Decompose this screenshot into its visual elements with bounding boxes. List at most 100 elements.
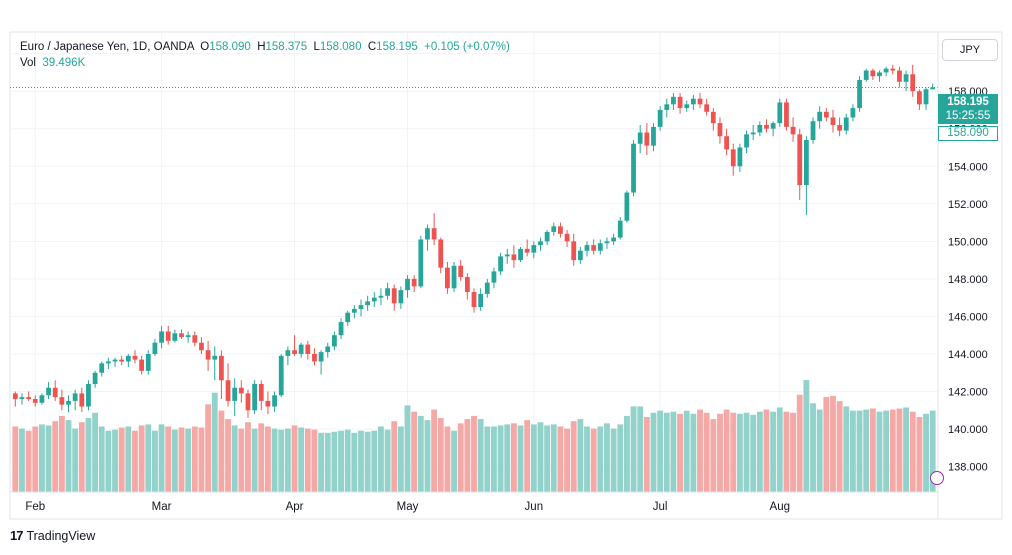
candle-body (511, 254, 517, 261)
price-tick-label: 154.000 (948, 161, 988, 173)
volume-bar (38, 424, 45, 492)
volume-bar (218, 410, 225, 492)
volume-bar (836, 401, 843, 492)
candle-body (92, 372, 98, 385)
candle-body (830, 117, 836, 125)
month-tick-label: Jul (653, 501, 668, 513)
volume-bar (756, 411, 763, 492)
volume-bar (358, 430, 364, 492)
volume-bar (245, 422, 251, 492)
candle-body (617, 220, 623, 238)
volume-bar (98, 426, 105, 492)
candle-body (737, 147, 743, 167)
candle-body (657, 109, 663, 127)
candle-body (644, 132, 650, 146)
candle-body (637, 132, 643, 144)
month-tick-label: May (397, 501, 419, 513)
volume-bar (823, 396, 830, 492)
volume-bar (265, 426, 271, 492)
month-tick-label: Feb (25, 501, 45, 513)
candle-body (19, 397, 25, 400)
candle-body (850, 108, 856, 118)
volume-bar (564, 428, 570, 492)
volume-bar (431, 409, 438, 492)
volume-bar (378, 426, 384, 492)
volume-bar (457, 423, 464, 492)
volume-bar (524, 420, 531, 492)
volume-bar (371, 430, 378, 492)
candle-body (810, 121, 816, 140)
tradingview-logo-icon: 17 (10, 528, 24, 543)
candle-body (744, 134, 749, 148)
candle-body (238, 387, 244, 394)
candle-body (219, 355, 224, 381)
footer-brand[interactable]: 17 TradingView (10, 528, 95, 543)
candle-body (272, 395, 277, 407)
candle-body (32, 399, 38, 403)
volume-bar (643, 416, 650, 492)
circle-icon[interactable] (930, 471, 944, 485)
candle-body (365, 301, 371, 306)
price-tick-label: 144.000 (948, 349, 988, 361)
month-tick-label: Mar (152, 501, 172, 513)
volume-bar (623, 415, 630, 492)
candle-body (923, 89, 929, 105)
volume-bar (491, 426, 497, 492)
candle-body (72, 393, 78, 401)
candle-body (132, 355, 138, 360)
symbol-title[interactable]: Euro / Japanese Yen, 1D, OANDA (20, 41, 194, 53)
volume-bar (238, 428, 245, 492)
volume-bar (736, 413, 743, 492)
close-label: C (367, 41, 377, 53)
candle-body (265, 400, 271, 407)
month-tick-label: Apr (286, 501, 304, 513)
volume-bar (191, 426, 198, 492)
candle-body (345, 312, 351, 323)
candle-body (12, 393, 18, 400)
volume-bar (444, 426, 451, 492)
volume-bar (304, 428, 311, 492)
candle-body (797, 134, 803, 186)
candle-body (724, 136, 729, 150)
price-tick-label: 150.000 (948, 236, 988, 248)
candle-body (916, 91, 922, 105)
currency-button[interactable]: JPY (942, 39, 998, 61)
price-tick-label: 138.000 (948, 462, 988, 474)
candle-body (890, 68, 896, 71)
volume-bar (843, 406, 850, 492)
candle-body (212, 355, 218, 360)
candle-body (504, 254, 510, 257)
price-tick-label: 152.000 (948, 199, 988, 211)
candle-body (405, 278, 410, 291)
candle-body (524, 248, 530, 253)
candle-body (651, 126, 656, 146)
candle-body (199, 342, 204, 351)
candle-body (86, 384, 91, 407)
volume-bar (510, 423, 517, 492)
candle-body (258, 384, 264, 401)
volume-bar (32, 426, 39, 492)
candles (12, 64, 936, 418)
candle-body (458, 265, 464, 278)
volume-bar (211, 392, 218, 492)
high-label: H (257, 41, 266, 53)
volume-bar (298, 427, 305, 492)
volume-label: Vol (20, 57, 36, 69)
time-axis[interactable]: Feb Mar Apr May Jun Jul Aug (25, 501, 790, 513)
month-tick-label: Jun (525, 501, 544, 513)
volume-bar (437, 418, 444, 492)
volume-bar (637, 406, 644, 492)
volume-bar (597, 426, 604, 492)
volume-bar (577, 419, 584, 492)
volume-bar (723, 409, 730, 492)
candle-body (558, 226, 563, 234)
volume-bar (198, 427, 205, 492)
candle-body (544, 231, 550, 242)
candle-body (484, 282, 490, 294)
volume-bar (205, 404, 212, 492)
candle-body (411, 278, 417, 287)
volume-bar (530, 424, 537, 492)
volume-bar (923, 413, 929, 492)
candle-body (165, 331, 171, 341)
